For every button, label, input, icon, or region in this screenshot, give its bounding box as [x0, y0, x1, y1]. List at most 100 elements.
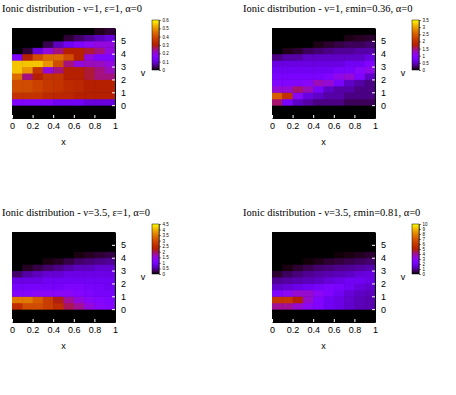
heatmap-cell: [313, 73, 324, 80]
y-axis-line: [115, 29, 116, 119]
heatmap-cell: [293, 79, 304, 86]
heatmap-cell: [313, 34, 324, 41]
heatmap-cell: [334, 238, 345, 245]
heatmap-cell: [33, 92, 44, 99]
heatmap-cell: [33, 47, 44, 54]
colorbar-tick-mark: [419, 70, 421, 71]
heatmap-cell: [303, 238, 314, 245]
colorbar-tick: 0.2: [159, 51, 169, 56]
colorbar-axis: 00.10.20.30.40.50.6: [159, 18, 169, 73]
heatmap-cell: [365, 41, 375, 48]
heatmap-cell: [43, 290, 54, 297]
heatmap-cell: [313, 296, 324, 303]
heatmap-cell: [334, 277, 345, 284]
colorbar-tick-mark: [159, 45, 161, 46]
heatmap-cell: [282, 86, 293, 93]
heatmap-cell: [313, 47, 324, 54]
heatmap-cell: [33, 296, 44, 303]
heatmap-cell: [33, 271, 44, 278]
heatmap-cell: [313, 258, 324, 265]
heatmap-cell: [354, 232, 365, 239]
colorbar-tick-label: 3.5: [163, 233, 170, 238]
heatmap-cell: [12, 271, 23, 278]
colorbar-tick-mark: [419, 264, 421, 265]
heatmap-cell: [354, 54, 365, 61]
heatmap-cell: [43, 54, 54, 61]
heatmap-cell: [354, 79, 365, 86]
heatmap-cell: [84, 73, 95, 80]
heatmap-cell: [105, 264, 115, 271]
heatmap-cell: [324, 73, 335, 80]
x-tick: 0: [10, 319, 15, 335]
heatmap-cell: [365, 34, 375, 41]
heatmap-cell: [344, 296, 355, 303]
heatmap-cell: [74, 99, 85, 106]
colorbar-tick-label: 0.6: [163, 18, 170, 23]
heatmap-cell: [43, 28, 54, 35]
heatmap-cell: [22, 67, 33, 74]
colorbar-tick-label: 10: [423, 222, 429, 227]
heatmap-cell: [53, 271, 64, 278]
colorbar: [412, 20, 419, 70]
y-axis-label: v: [401, 68, 406, 78]
heatmap-cell: [33, 41, 44, 48]
colorbar-tick: 2: [419, 39, 426, 44]
y-tick-label: 2: [121, 279, 126, 289]
colorbar-tick-label: 2.5: [163, 244, 170, 249]
heatmap-cell: [313, 67, 324, 74]
heatmap-cell: [74, 67, 85, 74]
heatmap-cell: [22, 296, 33, 303]
heatmap-cell: [324, 86, 335, 93]
heatmap-cell: [354, 73, 365, 80]
x-axis-label: x: [61, 341, 66, 351]
heatmap-cell: [303, 264, 314, 271]
heatmap-cell: [84, 277, 95, 284]
heatmap-cell: [94, 73, 105, 80]
y-tick-mark: [112, 41, 115, 42]
x-tick-label: 0.4: [47, 325, 60, 335]
y-tick: 3: [372, 266, 386, 276]
heatmap-cell: [272, 258, 283, 265]
plot-area: [272, 232, 375, 322]
heatmap-cell: [282, 28, 293, 35]
heatmap-cell: [22, 232, 33, 239]
heatmap-cell: [324, 232, 335, 239]
heatmap-cell: [303, 99, 314, 106]
heatmap-cell: [105, 79, 115, 86]
y-tick-label: 4: [121, 49, 126, 59]
heatmap-cell: [22, 245, 33, 252]
heatmap-cell: [303, 283, 314, 290]
heatmap-cell: [64, 258, 75, 265]
y-tick-mark: [112, 296, 115, 297]
heatmap-cell: [43, 92, 54, 99]
heatmap-cell: [282, 54, 293, 61]
y-tick-label: 2: [121, 75, 126, 85]
y-tick-mark: [112, 309, 115, 310]
colorbar-tick: 4: [159, 227, 166, 232]
x-tick-label: 0.4: [307, 325, 320, 335]
colorbar-tick-label: 0.3: [163, 43, 170, 48]
heatmap-cell: [53, 67, 64, 74]
x-tick: 0.6: [328, 115, 341, 131]
heatmap-cell: [344, 264, 355, 271]
y-tick-label: 2: [381, 279, 386, 289]
y-axis-line: [115, 233, 116, 323]
heatmap-cell: [105, 251, 115, 258]
y-tick: 3: [112, 62, 126, 72]
heatmap-cell: [313, 86, 324, 93]
heatmap-cell: [324, 47, 335, 54]
heatmap-cell: [303, 290, 314, 297]
colorbar-tick-mark: [419, 234, 421, 235]
heatmap-cell: [334, 54, 345, 61]
heatmap-cell: [282, 47, 293, 54]
heatmap-cell: [105, 47, 115, 54]
y-tick-mark: [372, 92, 375, 93]
heatmap-cell: [33, 251, 44, 258]
heatmap-cell: [324, 271, 335, 278]
y-tick-mark: [372, 309, 375, 310]
colorbar-tick-mark: [159, 224, 161, 225]
heatmap-cell: [105, 54, 115, 61]
heatmap-cell: [64, 290, 75, 297]
x-tick-mark: [33, 115, 34, 118]
heatmap-cell: [344, 28, 355, 35]
